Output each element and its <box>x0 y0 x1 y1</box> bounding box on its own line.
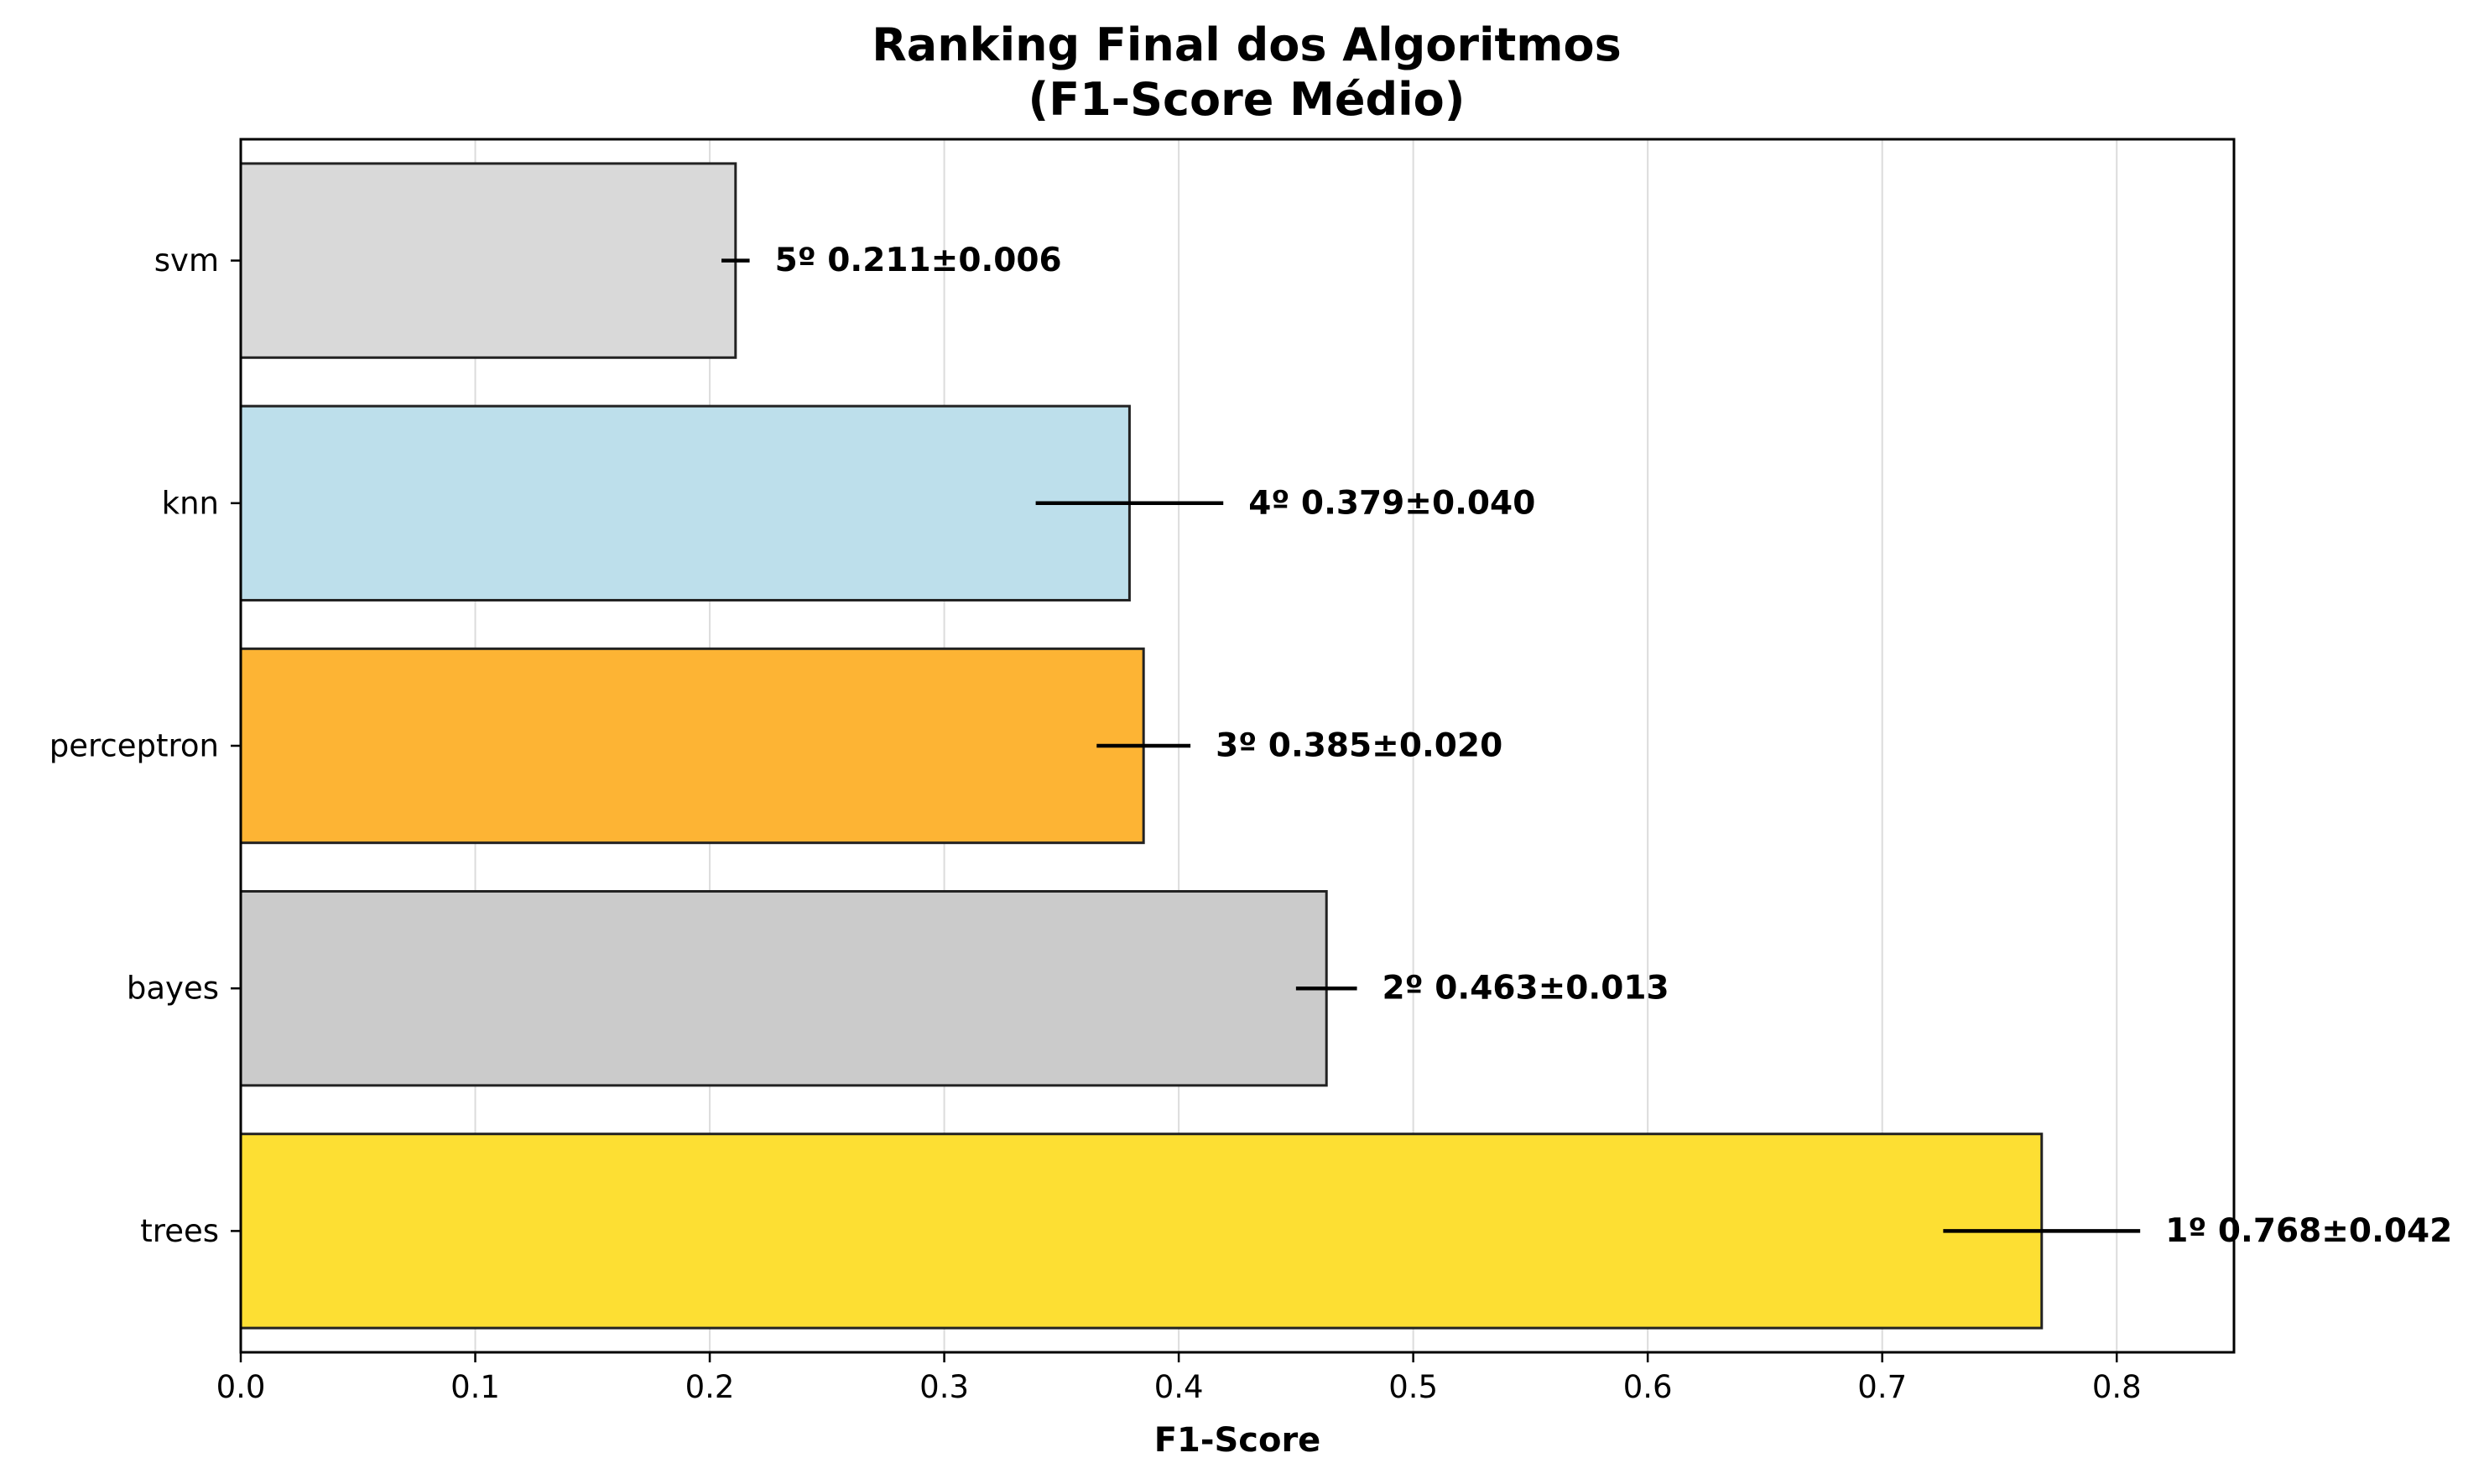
error-bars <box>721 258 2141 1233</box>
data-label-perceptron: 3º 0.385±0.020 <box>1216 727 1502 765</box>
bar-knn <box>239 404 1131 601</box>
x-tick-label-8: 0.8 <box>2092 1369 2142 1405</box>
y-tick-label-svm: svm <box>154 242 219 279</box>
x-tick-label-1: 0.1 <box>450 1369 500 1405</box>
data-labels: 5º 0.211±0.006 4º 0.379±0.040 3º 0.385±0.0… <box>775 242 2453 1250</box>
data-label-bayes: 2º 0.463±0.013 <box>1382 970 1669 1008</box>
y-tick-label-perceptron: perceptron <box>49 728 219 764</box>
data-label-trees: 1º 0.768±0.042 <box>2165 1212 2452 1250</box>
chart-title: Ranking Final dos Algoritmos (F1-Score M… <box>872 18 1622 126</box>
x-tick-label-6: 0.6 <box>1623 1369 1673 1405</box>
y-tick-label-knn: knn <box>162 485 219 521</box>
x-axis-title: F1-Score <box>1154 1421 1321 1460</box>
y-tick-label-trees: trees <box>140 1213 219 1249</box>
chart-title-line-1: Ranking Final dos Algoritmos <box>872 18 1622 71</box>
bar-bayes <box>239 890 1328 1087</box>
y-axis: svm knn perceptron bayes trees <box>49 242 241 1249</box>
data-label-svm: 5º 0.211±0.006 <box>775 242 1062 279</box>
bars <box>239 162 2044 1330</box>
bar-svm <box>239 162 737 359</box>
chart-title-line-2: (F1-Score Médio) <box>1028 73 1466 126</box>
y-tick-label-bayes: bayes <box>127 971 219 1007</box>
x-tick-label-7: 0.7 <box>1857 1369 1907 1405</box>
x-tick-label-0: 0.0 <box>216 1369 266 1405</box>
bar-perceptron <box>239 647 1145 845</box>
x-tick-label-4: 0.4 <box>1154 1369 1204 1405</box>
bar-trees <box>239 1133 2044 1330</box>
x-tick-label-3: 0.3 <box>919 1369 969 1405</box>
x-tick-label-2: 0.2 <box>685 1369 735 1405</box>
data-label-knn: 4º 0.379±0.040 <box>1248 484 1535 522</box>
x-axis: 0.0 0.1 0.2 0.3 0.4 0.5 0.6 0.7 0.8 <box>216 1352 2142 1405</box>
x-tick-label-5: 0.5 <box>1388 1369 1438 1405</box>
